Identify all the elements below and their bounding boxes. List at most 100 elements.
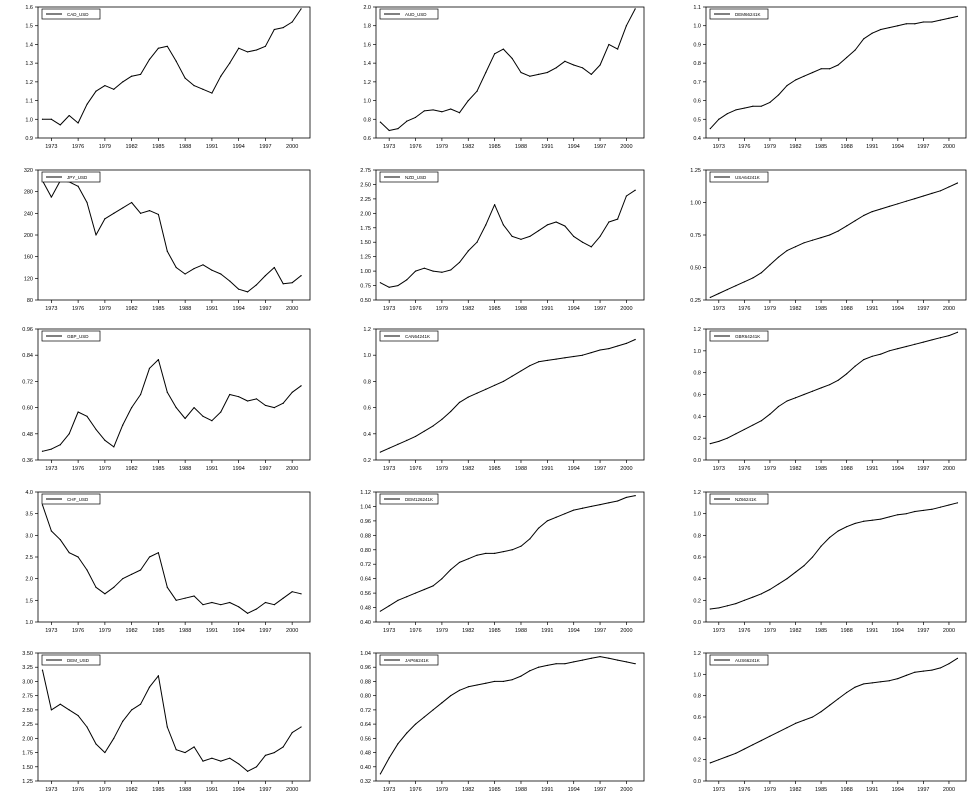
data-point (581, 354, 584, 356)
data-point (104, 751, 106, 754)
data-point (50, 118, 52, 120)
data-point (718, 292, 720, 295)
y-tick-label: 0.75 (360, 284, 371, 290)
x-tick-label: 2000 (943, 628, 955, 634)
data-point (564, 225, 566, 227)
data-point (211, 269, 213, 271)
x-tick-label: 1985 (152, 144, 164, 150)
data-point (255, 49, 258, 51)
data-point (95, 234, 97, 236)
x-tick-label: 1997 (259, 628, 271, 634)
y-tick-label: 0.0 (693, 458, 701, 464)
x-tick-label: 1997 (917, 306, 929, 312)
y-tick-label: 0.36 (22, 458, 33, 464)
chart-panel-9: 1.0 1.5 2.0 2.5 3.0 3.5 4.0 1973 1976 1979 1982 198… (25, 490, 311, 634)
data-point (888, 680, 890, 682)
x-tick-label: 1988 (179, 466, 191, 472)
data-point (529, 75, 531, 77)
data-point (397, 599, 399, 601)
x-tick-label: 1997 (259, 144, 271, 150)
data-point (282, 26, 284, 29)
data-point (625, 661, 628, 663)
x-tick-label: 1985 (488, 628, 500, 634)
data-point (229, 280, 231, 282)
data-point (59, 703, 61, 705)
data-point (502, 680, 505, 683)
x-tick-label: 1973 (383, 144, 395, 150)
y-tick-label: 2.75 (360, 168, 371, 174)
y-tick-label: 0.8 (363, 117, 371, 123)
data-point (113, 586, 115, 588)
data-point (777, 405, 780, 408)
data-point (414, 116, 417, 119)
x-tick-label: 1973 (713, 628, 725, 634)
data-point (202, 88, 204, 90)
y-tick-label: 0.0 (693, 620, 701, 626)
data-point (193, 85, 195, 87)
data-point (414, 723, 417, 725)
y-tick-label: 3.00 (22, 679, 33, 685)
data-point (617, 48, 619, 50)
x-tick-label: 1994 (233, 144, 245, 150)
data-point (743, 107, 745, 109)
data-point (922, 341, 924, 343)
x-tick-label: 1997 (259, 306, 271, 312)
x-tick-label: 1991 (541, 628, 553, 634)
data-point (820, 237, 822, 239)
y-tick-label: 1.6 (25, 5, 33, 11)
x-tick-label: 1973 (713, 306, 725, 312)
x-tick-label: 1973 (713, 787, 725, 793)
x-tick-label: 1973 (713, 144, 725, 150)
data-point (608, 348, 610, 350)
data-point (769, 413, 771, 415)
data-point (537, 361, 540, 363)
y-tick-label: 1.1 (25, 99, 33, 105)
data-point (555, 67, 557, 69)
data-point (511, 375, 513, 377)
y-tick-label: 0.2 (693, 598, 701, 604)
plot-frame (705, 491, 967, 623)
data-point (846, 225, 848, 227)
x-tick-label: 1988 (179, 306, 191, 312)
series-line (42, 8, 302, 126)
legend-label: CAD_USD (67, 12, 89, 17)
data-point (948, 334, 950, 337)
x-tick-label: 1973 (45, 628, 57, 634)
legend-label: DEM66241K (735, 12, 761, 17)
x-tick-label: 1997 (259, 787, 271, 793)
data-point (282, 402, 284, 404)
y-tick-label: 1.2 (363, 80, 371, 86)
y-tick-label: 2.00 (360, 211, 371, 217)
data-point (291, 591, 293, 593)
x-tick-label: 1973 (383, 466, 395, 472)
data-point (546, 359, 548, 362)
legend-box (379, 330, 439, 342)
data-point (148, 556, 151, 558)
data-point (820, 711, 822, 713)
data-point (863, 520, 865, 522)
data-point (238, 396, 240, 398)
legend-label: AUS66241K (735, 658, 760, 663)
data-point (423, 716, 425, 718)
data-point (476, 684, 478, 686)
y-tick-label: 0.96 (22, 327, 33, 333)
data-point (820, 387, 822, 389)
x-tick-label: 1994 (233, 787, 245, 793)
data-point (300, 593, 302, 595)
data-point (41, 118, 44, 120)
y-tick-label: 0.6 (693, 393, 701, 399)
y-tick-label: 1.4 (363, 61, 371, 67)
x-tick-label: 1994 (568, 466, 580, 472)
data-point (246, 770, 249, 772)
x-tick-label: 1973 (383, 628, 395, 634)
x-tick-label: 1988 (841, 787, 853, 793)
x-tick-label: 1976 (72, 144, 84, 150)
data-point (794, 397, 797, 399)
data-point (760, 593, 763, 595)
x-tick-label: 1976 (409, 628, 421, 634)
data-point (880, 681, 882, 683)
data-point (414, 270, 417, 272)
data-point (625, 25, 628, 27)
x-tick-label: 1982 (789, 628, 801, 634)
data-point (193, 267, 195, 270)
